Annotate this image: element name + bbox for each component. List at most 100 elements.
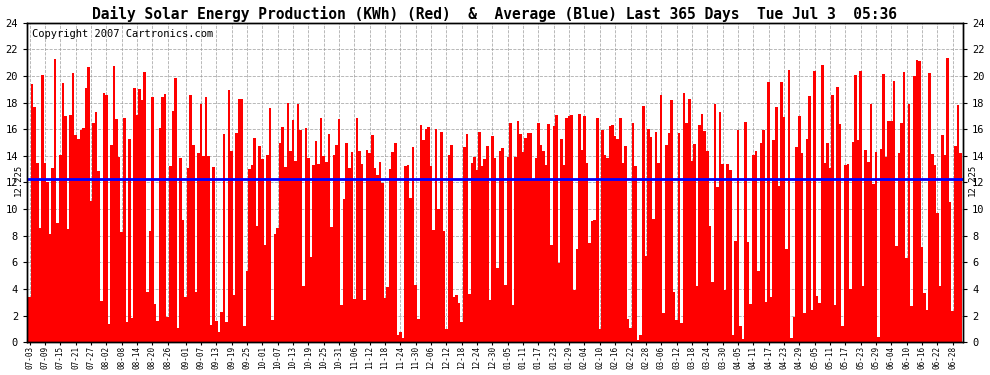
Bar — [637, 339, 640, 342]
Bar — [678, 133, 680, 342]
Bar — [520, 134, 522, 342]
Bar — [627, 319, 630, 342]
Bar — [544, 165, 547, 342]
Bar — [716, 187, 719, 342]
Bar — [77, 139, 79, 342]
Bar — [630, 328, 632, 342]
Bar — [312, 165, 315, 342]
Bar — [530, 133, 532, 342]
Bar — [428, 127, 430, 342]
Bar — [289, 150, 292, 342]
Bar — [509, 123, 512, 342]
Bar — [732, 334, 734, 342]
Bar — [236, 132, 238, 342]
Bar — [491, 136, 494, 342]
Bar — [430, 166, 433, 342]
Bar — [632, 123, 635, 342]
Bar — [371, 135, 373, 342]
Bar — [176, 328, 179, 342]
Bar — [389, 169, 391, 342]
Bar — [719, 112, 722, 342]
Bar — [443, 231, 446, 342]
Bar — [450, 145, 452, 342]
Bar — [110, 145, 113, 342]
Bar — [872, 184, 875, 342]
Bar — [315, 141, 317, 342]
Bar — [202, 156, 205, 342]
Bar — [757, 271, 759, 342]
Bar — [144, 72, 146, 342]
Bar — [706, 152, 709, 342]
Bar — [447, 155, 450, 342]
Bar — [256, 226, 258, 342]
Bar — [746, 242, 749, 342]
Bar — [744, 122, 746, 342]
Bar — [662, 313, 665, 342]
Bar — [849, 289, 851, 342]
Bar — [328, 134, 330, 342]
Bar — [583, 116, 586, 342]
Bar — [84, 88, 87, 342]
Bar — [166, 317, 169, 342]
Bar — [819, 303, 821, 342]
Bar — [39, 228, 42, 342]
Bar — [934, 165, 937, 342]
Bar — [284, 167, 287, 342]
Bar — [42, 75, 44, 342]
Bar — [279, 143, 281, 342]
Bar — [514, 157, 517, 342]
Bar — [292, 120, 294, 342]
Bar — [31, 84, 34, 342]
Bar — [228, 90, 231, 342]
Bar — [601, 130, 604, 342]
Bar — [97, 171, 100, 342]
Bar — [903, 72, 906, 342]
Bar — [900, 123, 903, 342]
Bar — [307, 158, 310, 342]
Bar — [458, 303, 460, 342]
Bar — [455, 295, 458, 342]
Bar — [460, 322, 463, 342]
Bar — [263, 245, 266, 342]
Bar — [614, 136, 617, 342]
Bar — [734, 241, 737, 342]
Bar — [785, 249, 788, 342]
Bar — [959, 153, 961, 342]
Bar — [543, 151, 545, 342]
Bar — [573, 290, 575, 342]
Bar — [483, 159, 486, 342]
Bar — [824, 164, 826, 342]
Bar — [139, 88, 141, 342]
Bar — [670, 100, 673, 342]
Bar — [696, 286, 698, 342]
Bar — [305, 128, 307, 342]
Bar — [223, 134, 226, 342]
Bar — [409, 198, 412, 342]
Bar — [588, 243, 591, 342]
Bar — [913, 76, 916, 342]
Bar — [197, 153, 200, 342]
Bar — [816, 296, 819, 342]
Bar — [141, 100, 144, 342]
Text: Copyright 2007 Cartronics.com: Copyright 2007 Cartronics.com — [32, 29, 213, 39]
Bar — [105, 94, 108, 342]
Bar — [87, 67, 90, 342]
Bar — [826, 142, 829, 342]
Bar — [478, 132, 481, 342]
Bar — [494, 158, 496, 342]
Bar — [512, 305, 514, 342]
Bar — [783, 117, 785, 342]
Bar — [100, 302, 103, 342]
Bar — [215, 321, 218, 342]
Bar — [496, 268, 499, 342]
Bar — [281, 128, 284, 342]
Bar — [801, 153, 803, 342]
Bar — [527, 134, 530, 342]
Bar — [931, 154, 934, 342]
Bar — [570, 115, 573, 342]
Bar — [366, 150, 368, 342]
Bar — [368, 153, 371, 342]
Bar — [161, 97, 164, 342]
Bar — [36, 163, 39, 342]
Bar — [213, 167, 215, 342]
